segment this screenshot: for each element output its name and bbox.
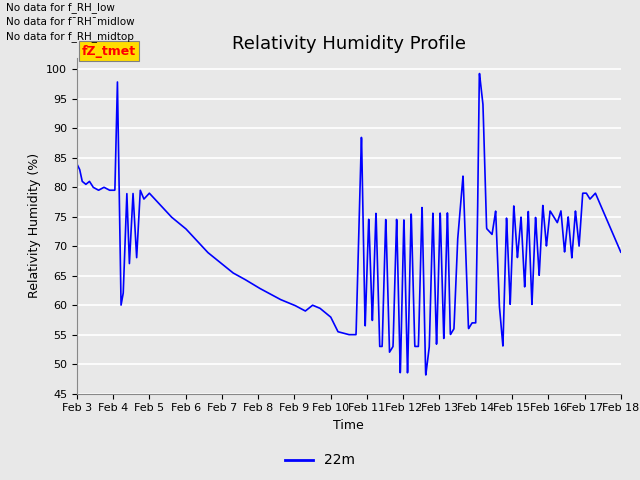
Legend: 22m: 22m	[280, 448, 360, 473]
Title: Relativity Humidity Profile: Relativity Humidity Profile	[232, 35, 466, 53]
Text: fZ_tmet: fZ_tmet	[82, 45, 136, 58]
Y-axis label: Relativity Humidity (%): Relativity Humidity (%)	[28, 153, 40, 298]
X-axis label: Time: Time	[333, 419, 364, 432]
Text: No data for f¯RH¯midlow: No data for f¯RH¯midlow	[6, 17, 135, 27]
Text: No data for f_RH_low: No data for f_RH_low	[6, 2, 115, 13]
Text: No data for f_RH_midtop: No data for f_RH_midtop	[6, 31, 134, 42]
